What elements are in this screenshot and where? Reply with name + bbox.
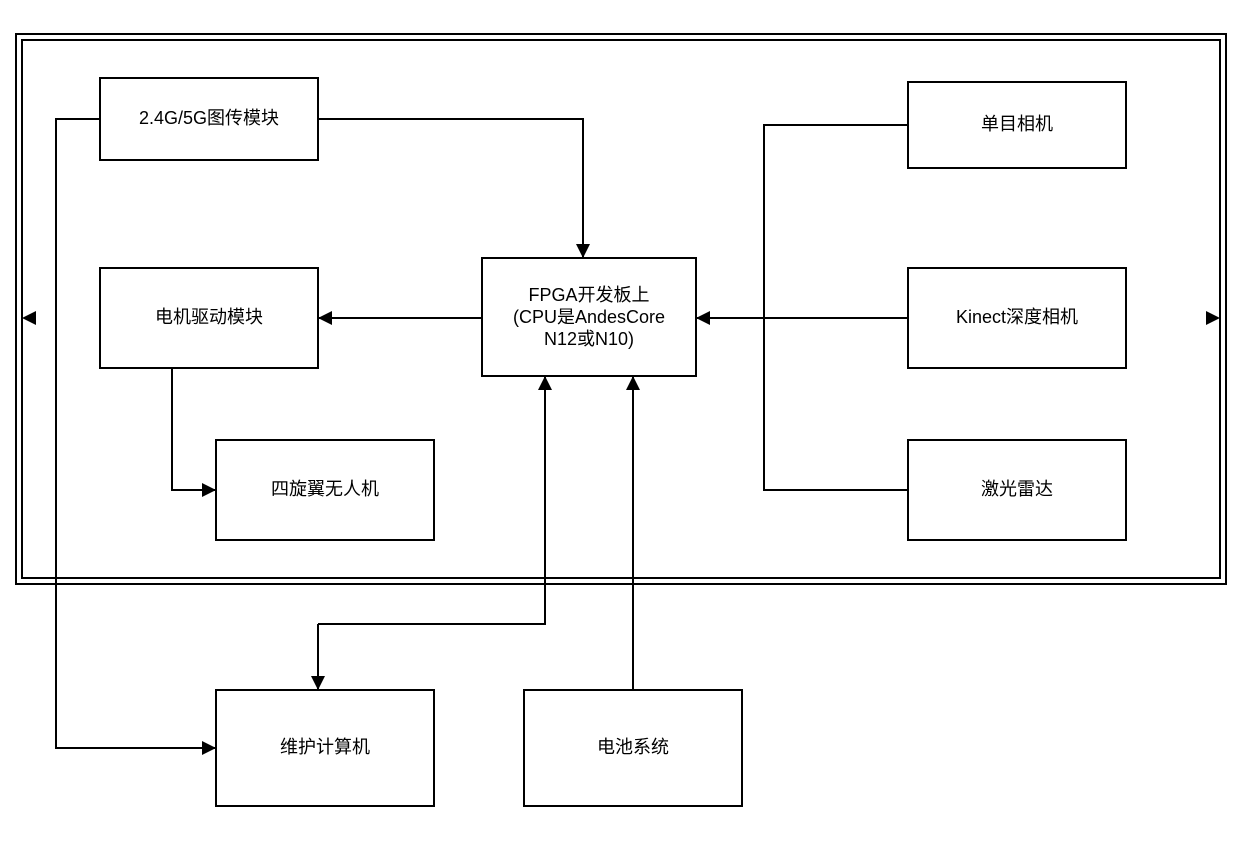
arrow-motor-to-quad — [202, 483, 216, 497]
arrow-maint-up — [538, 376, 552, 390]
node-kinect: Kinect深度相机 — [908, 268, 1126, 368]
node-quadrotor-label: 四旋翼无人机 — [271, 479, 379, 499]
arrow-bus-to-fpga — [696, 311, 710, 325]
node-quadrotor: 四旋翼无人机 — [216, 440, 434, 540]
edge-motor-to-quad — [172, 368, 216, 490]
node-motor-drv-label: 电机驱动模块 — [155, 307, 263, 327]
arrow-maint-down — [311, 676, 325, 690]
node-mono-cam: 单目相机 — [908, 82, 1126, 168]
node-fpga: FPGA开发板上 (CPU是AndesCore N12或N10) — [482, 258, 696, 376]
node-battery-label: 电池系统 — [597, 737, 669, 757]
node-motor-drv: 电机驱动模块 — [100, 268, 318, 368]
node-tx-module: 2.4G/5G图传模块 — [100, 78, 318, 160]
frame-tick-right — [1206, 311, 1220, 325]
node-lidar: 激光雷达 — [908, 440, 1126, 540]
node-maint-pc: 维护计算机 — [216, 690, 434, 806]
node-fpga-label-1: (CPU是AndesCore — [513, 307, 665, 327]
node-kinect-label: Kinect深度相机 — [956, 307, 1078, 327]
edge-sensor-bus — [764, 125, 908, 490]
node-lidar-label: 激光雷达 — [981, 479, 1053, 499]
arrow-fpga-to-motor — [318, 311, 332, 325]
node-tx-module-label: 2.4G/5G图传模块 — [139, 108, 279, 128]
arrow-battery-to-fpga — [626, 376, 640, 390]
edge-tx-to-maint — [56, 119, 216, 748]
node-battery: 电池系统 — [524, 690, 742, 806]
node-maint-pc-label: 维护计算机 — [280, 737, 370, 757]
block-diagram: 2.4G/5G图传模块 电机驱动模块 四旋翼无人机 FPGA开发板上 (CPU是… — [0, 0, 1240, 852]
frame-tick-left — [22, 311, 36, 325]
arrow-tx-to-fpga — [576, 244, 590, 258]
arrow-tx-to-maint — [202, 741, 216, 755]
edge-tx-to-fpga — [318, 119, 583, 258]
node-fpga-label-0: FPGA开发板上 — [528, 285, 649, 305]
node-mono-cam-label: 单目相机 — [981, 114, 1053, 134]
node-fpga-label-2: N12或N10) — [544, 329, 634, 349]
